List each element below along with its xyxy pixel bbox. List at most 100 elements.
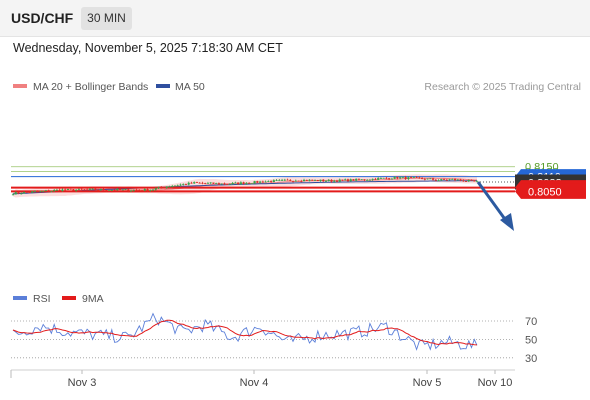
candle-body — [173, 185, 177, 187]
candle-body — [346, 179, 350, 182]
candlesticks — [11, 175, 479, 196]
candle-body — [404, 176, 407, 179]
candle-body — [176, 185, 179, 187]
candle-body — [215, 183, 218, 184]
candle-body — [388, 178, 391, 180]
candle-body — [393, 176, 396, 179]
candle-body — [289, 179, 292, 181]
candle-body — [105, 190, 108, 191]
candle-body — [72, 189, 75, 191]
moving-averages — [12, 177, 478, 195]
candle-body — [286, 179, 289, 181]
legend-ma50-label: MA 50 — [175, 81, 205, 93]
candle-body — [193, 182, 196, 184]
candle-body — [209, 182, 212, 184]
candle-body — [168, 186, 171, 188]
candle-body — [302, 179, 306, 182]
candle-body — [278, 180, 281, 181]
candle-body — [121, 189, 124, 191]
candle-body — [75, 189, 78, 191]
rsi-tick-label: 30 — [525, 353, 537, 365]
rsi-panel: 70 50 30 — [11, 312, 537, 365]
candle-body — [195, 182, 199, 183]
candle-body — [259, 181, 262, 183]
candle-body — [267, 181, 270, 182]
copyright-label: Research © 2025 Trading Central — [424, 81, 581, 93]
candle-body — [341, 179, 344, 181]
candle-body — [160, 187, 163, 189]
candle-body — [429, 178, 432, 180]
candle-body — [228, 184, 231, 185]
rsi-line — [12, 312, 478, 351]
candle-body — [17, 192, 20, 194]
candle-body — [467, 180, 470, 182]
ma50-line — [12, 180, 477, 195]
x-tick-label: Nov 4 — [240, 377, 269, 389]
candle-body — [473, 180, 476, 182]
ma9-legend-label: 9MA — [82, 293, 104, 305]
candle-body — [264, 181, 267, 183]
rsi-tick-label: 50 — [525, 334, 537, 346]
candle-body — [407, 177, 410, 179]
candle-body — [94, 188, 97, 190]
candle-body — [77, 188, 80, 190]
candle-body — [50, 190, 53, 192]
rsi-legend-label: RSI — [33, 293, 51, 305]
candle-body — [129, 190, 133, 192]
candle-body — [234, 182, 237, 184]
candle-body — [327, 179, 330, 181]
candle-body — [198, 182, 201, 184]
candle-body — [44, 190, 48, 192]
candle-body — [363, 179, 366, 181]
candle-body — [179, 184, 182, 186]
candle-body — [36, 191, 39, 192]
candle-body — [256, 181, 259, 183]
candle-body — [102, 188, 105, 191]
candle-body — [330, 179, 333, 182]
candle-body — [28, 192, 31, 194]
candle-body — [107, 190, 111, 192]
candle-body — [399, 177, 402, 179]
candle-body — [182, 184, 185, 185]
candle-body — [382, 177, 385, 179]
candle-body — [459, 179, 462, 181]
candle-body — [118, 189, 122, 190]
candle-body — [58, 189, 61, 192]
candle-body — [80, 188, 83, 190]
candle-body — [470, 180, 473, 181]
candle-body — [143, 189, 146, 191]
candle-body — [464, 181, 468, 182]
candle-body — [379, 178, 383, 179]
candle-body — [451, 179, 454, 180]
candle-body — [39, 190, 42, 192]
candle-body — [69, 188, 72, 190]
candle-body — [110, 190, 113, 191]
timeframe-button[interactable]: 30 MIN — [81, 7, 132, 30]
candle-body — [261, 181, 264, 183]
candle-body — [280, 179, 284, 181]
candle-body — [253, 181, 256, 184]
candle-body — [396, 176, 399, 179]
candle-body — [440, 179, 443, 181]
candle-body — [442, 179, 446, 180]
candle-body — [206, 182, 210, 184]
candle-body — [154, 188, 157, 190]
candle-body — [64, 189, 67, 191]
candle-body — [324, 180, 328, 182]
candle-body — [445, 179, 448, 181]
candle-body — [25, 192, 28, 193]
rsi-tick-label: 70 — [525, 316, 537, 328]
candle-body — [415, 177, 418, 179]
candle-body — [390, 178, 393, 180]
candle-body — [410, 177, 413, 179]
candle-body — [187, 182, 190, 185]
candle-body — [308, 179, 311, 181]
candle-body — [22, 192, 26, 194]
candle-body — [220, 183, 223, 185]
candle-body — [313, 179, 317, 181]
candle-body — [335, 180, 339, 182]
ma9-legend-swatch — [62, 296, 76, 300]
candle-body — [333, 180, 336, 182]
candle-body — [165, 186, 168, 188]
